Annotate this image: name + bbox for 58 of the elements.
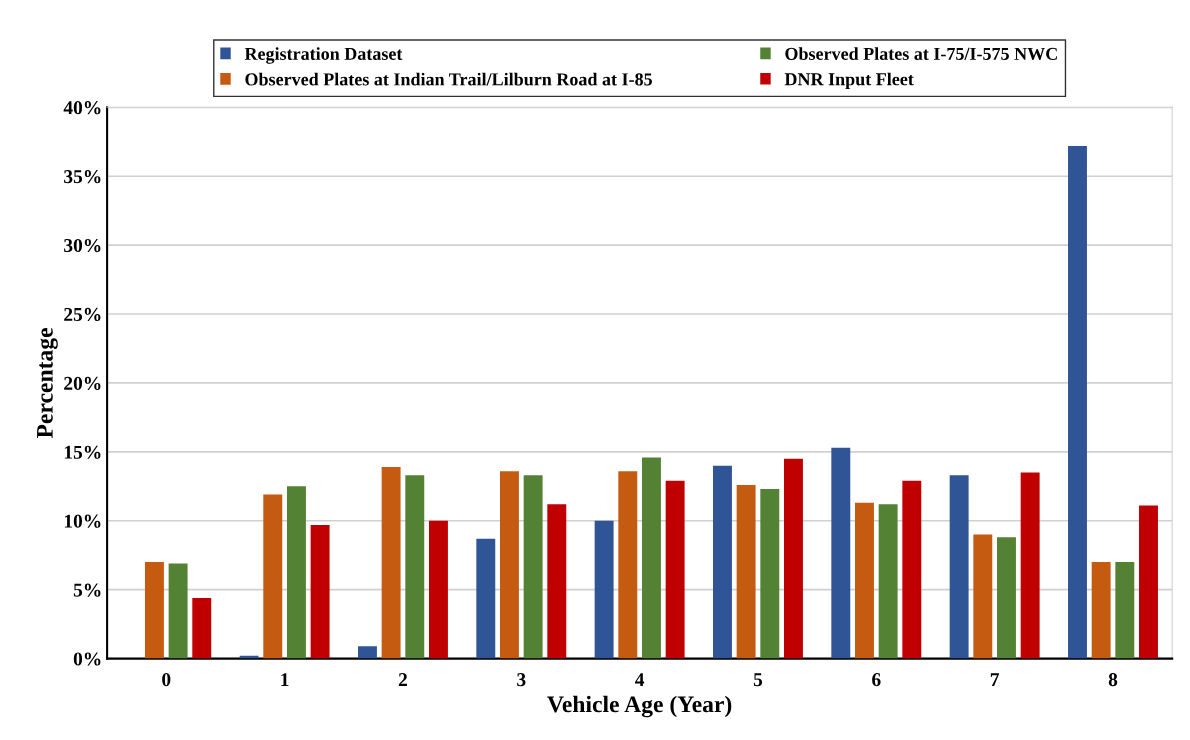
bar bbox=[476, 538, 496, 659]
bar bbox=[949, 475, 969, 659]
bar bbox=[428, 520, 448, 659]
x-tick-label: 0 bbox=[162, 673, 171, 687]
bar bbox=[878, 504, 898, 659]
bar bbox=[310, 524, 330, 659]
y-tick-label: 20% bbox=[64, 376, 101, 390]
bar bbox=[760, 489, 780, 659]
bar bbox=[144, 562, 164, 659]
bar bbox=[973, 534, 993, 659]
bar bbox=[1068, 145, 1087, 659]
x-tick-label: 7 bbox=[990, 673, 1000, 686]
x-tick-label: 2 bbox=[398, 673, 407, 686]
bar bbox=[736, 484, 756, 659]
bar bbox=[1091, 562, 1111, 659]
y-tick-label: 40% bbox=[63, 101, 101, 115]
y-tick-label: 30% bbox=[64, 238, 101, 253]
bar bbox=[618, 471, 638, 659]
bar bbox=[641, 457, 661, 659]
bar bbox=[997, 537, 1016, 659]
bar bbox=[594, 520, 614, 659]
y-axis-title: Percentage bbox=[37, 328, 58, 439]
bar bbox=[357, 646, 377, 659]
bar bbox=[855, 502, 874, 659]
bar bbox=[168, 563, 188, 659]
x-tick-label: 3 bbox=[517, 673, 526, 687]
x-tick-label: 6 bbox=[872, 673, 881, 687]
legend-label: Observed Plates at I-75/I-575 NWC bbox=[785, 47, 1057, 61]
bar bbox=[286, 486, 306, 659]
bar bbox=[784, 458, 803, 659]
bar bbox=[192, 597, 212, 659]
bar bbox=[1139, 505, 1158, 659]
legend-label: DNR Input Fleet bbox=[784, 72, 914, 90]
bar bbox=[665, 480, 685, 659]
bar bbox=[381, 467, 401, 659]
y-tick-label: 25% bbox=[64, 307, 101, 322]
bar bbox=[499, 471, 519, 659]
bar bbox=[1115, 562, 1135, 659]
y-tick-label: 0% bbox=[73, 652, 101, 666]
x-axis-title: Vehicle Age (Year) bbox=[547, 695, 732, 718]
x-tick-label: 1 bbox=[281, 673, 289, 686]
x-tick-label: 5 bbox=[753, 673, 763, 687]
bar bbox=[405, 475, 425, 659]
y-tick-label: 5% bbox=[73, 583, 101, 597]
legend-label: Registration Dataset bbox=[244, 47, 403, 64]
y-tick-label: 10% bbox=[64, 514, 101, 528]
x-tick-label: 4 bbox=[635, 673, 645, 686]
bar bbox=[713, 465, 732, 659]
y-tick-label: 15% bbox=[64, 445, 101, 459]
bar bbox=[902, 480, 922, 659]
bar bbox=[523, 475, 543, 659]
bar bbox=[831, 447, 851, 659]
y-tick-label: 35% bbox=[64, 170, 101, 184]
x-tick-label: 8 bbox=[1108, 673, 1118, 687]
bar bbox=[547, 504, 567, 659]
bar bbox=[1020, 472, 1040, 659]
bar bbox=[263, 494, 283, 659]
legend-label: Observed Plates at Indian Trail/Lilburn Road at I-85 bbox=[245, 72, 652, 86]
